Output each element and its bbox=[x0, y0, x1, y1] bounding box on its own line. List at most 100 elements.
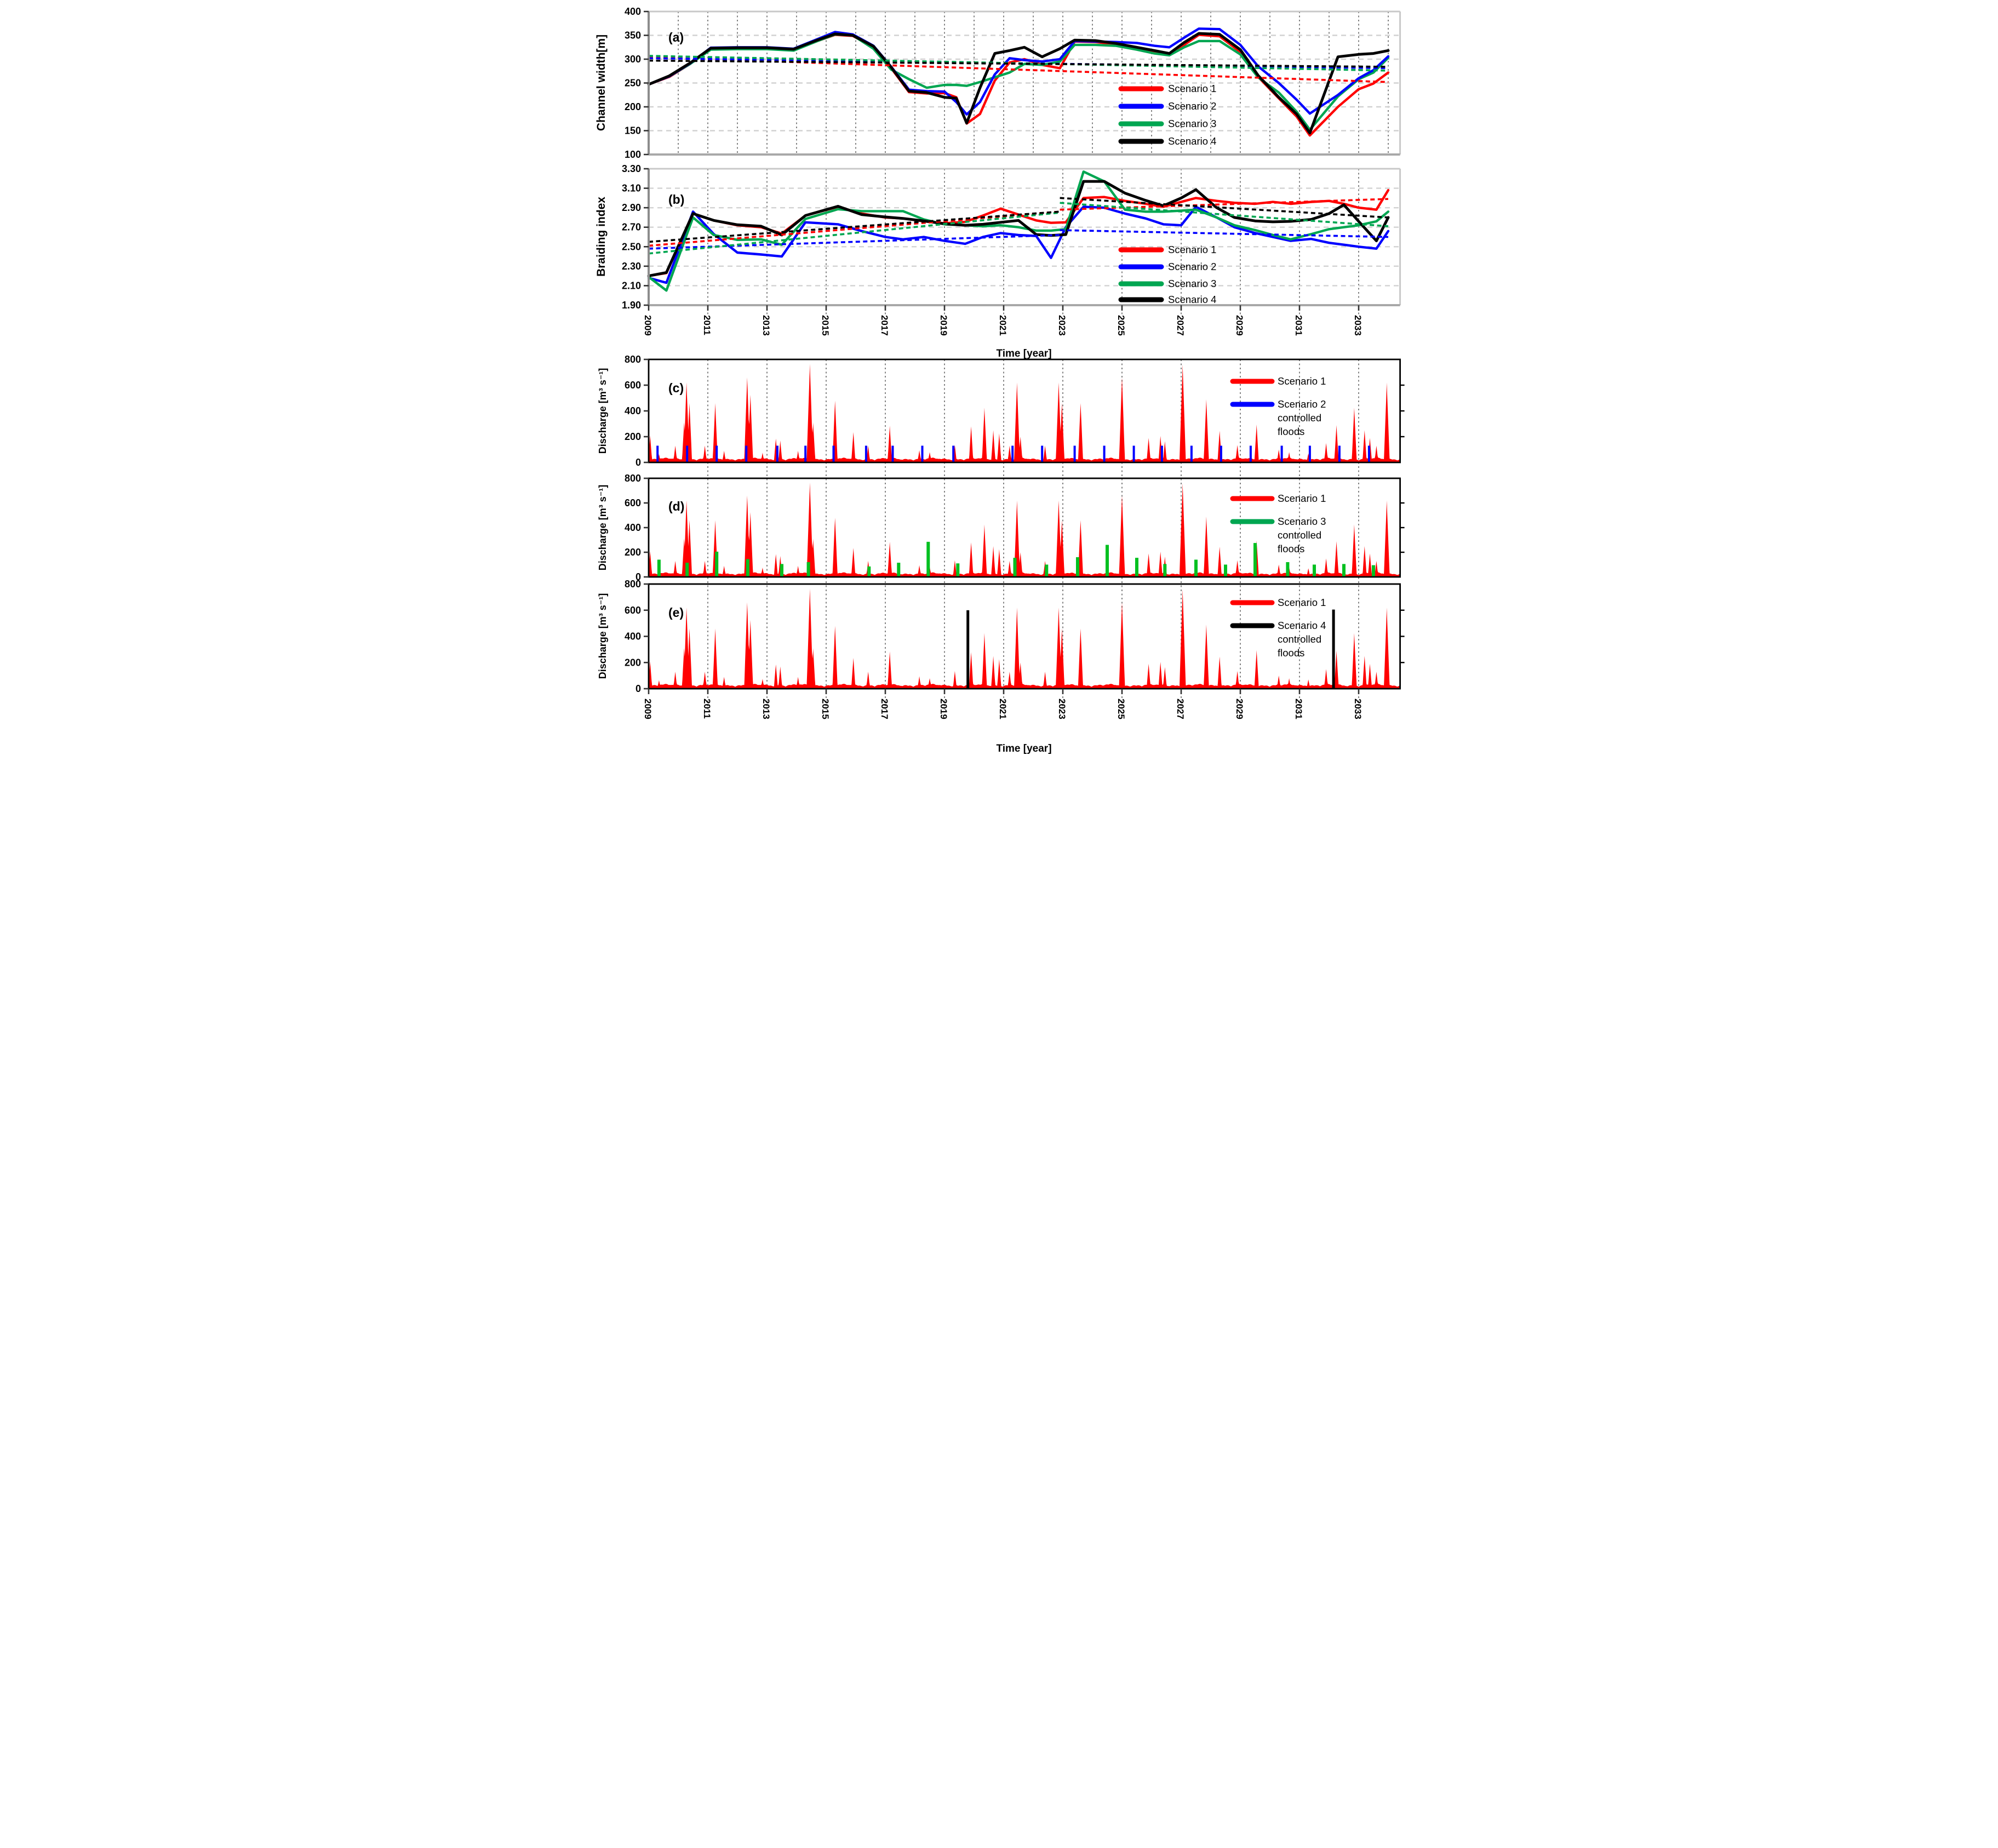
panel-c-legend-label: controlled bbox=[1278, 412, 1321, 424]
panel-c-controlled-flood-bar bbox=[745, 445, 747, 462]
panel-e-letter: (e) bbox=[668, 605, 684, 620]
panel-d-ytick-label: 800 bbox=[624, 473, 640, 484]
panel-b-ytick-label: 3.30 bbox=[621, 163, 640, 174]
panel-a-ytick-label: 350 bbox=[624, 30, 640, 41]
panel-a-ytick-label: 150 bbox=[624, 125, 640, 136]
panel-c-controlled-flood-bar bbox=[921, 445, 923, 462]
panel-b-legend-label: Scenario 3 bbox=[1168, 278, 1216, 289]
time-axis-label-lower: Time [year] bbox=[996, 743, 1051, 754]
panel-c-controlled-flood-bar bbox=[1011, 445, 1014, 462]
panel-b-trend-scenario-3-trend bbox=[648, 211, 1060, 255]
panel-d-controlled-flood-bar bbox=[714, 551, 718, 577]
panel-a-ytick-label: 100 bbox=[624, 149, 640, 160]
panel-c-ylabel: Discharge [m³ s⁻¹] bbox=[597, 368, 608, 454]
panel-d-controlled-flood-bar bbox=[1013, 558, 1016, 577]
panel-c-ytick-label: 600 bbox=[624, 380, 640, 391]
panel-c-controlled-flood-bar bbox=[1220, 445, 1222, 462]
panel-e-legend-label: controlled bbox=[1278, 633, 1321, 645]
panel-c-ytick-label: 800 bbox=[624, 354, 640, 365]
panel-c-ytick-label: 400 bbox=[624, 405, 640, 416]
panel-b-ylabel: Braiding index bbox=[595, 197, 608, 277]
scenario-comparison-chart: 100 150 200 250 300 350 400 1.90 2.10 2.30 2.50 2.7… bbox=[595, 6, 1405, 754]
panel-b-legend-label: Scenario 4 bbox=[1168, 294, 1216, 305]
panel-d-legend-label: Scenario 1 bbox=[1278, 493, 1326, 504]
panel-d-controlled-flood-bar bbox=[1223, 564, 1227, 577]
panel-d-ytick-label: 200 bbox=[624, 547, 640, 558]
panel-d-letter: (d) bbox=[668, 499, 684, 513]
panel-a-legend-label: Scenario 2 bbox=[1168, 100, 1216, 112]
panel-c-scenario1-hydrograph bbox=[648, 364, 1400, 462]
panel-c-legend-label: Scenario 1 bbox=[1278, 375, 1326, 387]
upper-axis-xtick-label: 2025 bbox=[1116, 315, 1126, 336]
panel-c-controlled-flood-bar bbox=[1040, 445, 1043, 462]
lower-axis-xtick-label: 2009 bbox=[643, 699, 653, 719]
panel-d-scenario1-hydrograph bbox=[648, 482, 1400, 577]
panel-d-controlled-flood-bar bbox=[896, 563, 900, 577]
panel-d-controlled-flood-bar bbox=[1163, 564, 1166, 577]
panel-d-controlled-flood-bar bbox=[926, 541, 930, 577]
lower-axis-xtick-label: 2019 bbox=[938, 699, 949, 719]
panel-c-legend-label: floods bbox=[1278, 426, 1304, 437]
panel-c-letter: (c) bbox=[668, 381, 684, 395]
panel-d-controlled-flood-bar bbox=[746, 559, 749, 577]
panel-d-controlled-flood-bar bbox=[1075, 557, 1079, 577]
panel-a-line-scenario-2 bbox=[647, 27, 1389, 116]
panel-b-line-scenario-3 bbox=[647, 170, 1389, 292]
panel-a-ytick-label: 250 bbox=[624, 78, 640, 89]
panel-c-controlled-flood-bar bbox=[776, 445, 778, 462]
panel-c-controlled-flood-bar bbox=[865, 445, 867, 462]
panel-b-ytick-label: 2.90 bbox=[621, 202, 640, 213]
panel-b-legend-label: Scenario 1 bbox=[1168, 244, 1216, 255]
upper-axis-xtick-label: 2019 bbox=[938, 315, 949, 336]
panel-d-controlled-flood-bar bbox=[867, 566, 871, 577]
panel-b-trend-scenario-4-trend bbox=[1059, 197, 1388, 219]
panel-d-legend-label: controlled bbox=[1278, 529, 1321, 541]
lower-axis-xtick-label: 2023 bbox=[1057, 699, 1067, 719]
panel-c-controlled-flood-bar bbox=[1308, 445, 1311, 462]
lower-axis-xtick-label: 2029 bbox=[1234, 699, 1245, 719]
panel-c-controlled-flood-bar bbox=[832, 445, 834, 462]
panel-b-trend-scenario-1-trend bbox=[1060, 198, 1388, 211]
upper-axis-xtick-label: 2013 bbox=[761, 315, 771, 336]
lower-axis-xtick-label: 2013 bbox=[761, 699, 771, 719]
panel-d-controlled-flood-bar bbox=[806, 562, 810, 577]
panel-a-ytick-label: 300 bbox=[624, 54, 640, 65]
upper-axis-xtick-label: 2017 bbox=[879, 315, 890, 336]
panel-a-line-scenario-4 bbox=[647, 32, 1389, 135]
panel-c-controlled-flood-bar bbox=[656, 445, 659, 462]
series-layer bbox=[647, 27, 1400, 689]
panel-d-controlled-flood-bar bbox=[1342, 564, 1346, 577]
panel-a-legend-label: Scenario 4 bbox=[1168, 135, 1216, 147]
figure-container: 100 150 200 250 300 350 400 1.90 2.10 2.30 2.50 2.7… bbox=[588, 0, 1410, 762]
panel-b-ytick-label: 2.10 bbox=[621, 280, 640, 291]
panel-e-scenario1-hydrograph bbox=[648, 588, 1400, 689]
upper-axis-xtick-label: 2015 bbox=[820, 315, 831, 336]
panel-e-ylabel: Discharge [m³ s⁻¹] bbox=[597, 593, 608, 679]
panel-b-legend-label: Scenario 2 bbox=[1168, 261, 1216, 272]
legends-layer: Scenario 1 Scenario 2 Scenario 3 Scenario 4… bbox=[1118, 83, 1326, 659]
panel-d-controlled-flood-bar bbox=[1105, 545, 1109, 577]
panel-d-ytick-label: 0 bbox=[635, 571, 640, 582]
upper-axis-xtick-label: 2023 bbox=[1057, 315, 1067, 336]
lower-axis-xtick-label: 2015 bbox=[820, 699, 831, 719]
panel-e-ytick-label: 200 bbox=[624, 657, 640, 668]
panel-c-controlled-flood-bar bbox=[1280, 445, 1283, 462]
panel-d-controlled-flood-bar bbox=[1312, 564, 1316, 577]
panel-b-trend-scenario-3-trend bbox=[1059, 202, 1388, 227]
lower-axis-xtick-label: 2033 bbox=[1353, 699, 1363, 719]
panel-a-legend-label: Scenario 1 bbox=[1168, 83, 1216, 94]
upper-axis-xtick-label: 2027 bbox=[1175, 315, 1186, 336]
panel-b-trend-scenario-2-trend bbox=[1060, 229, 1388, 238]
panel-e-controlled-flood-bar bbox=[966, 610, 969, 689]
panel-b-ytick-label: 2.70 bbox=[621, 222, 640, 233]
panel-c-controlled-flood-bar bbox=[891, 445, 894, 462]
panel-c-legend-label: Scenario 2 bbox=[1278, 398, 1326, 410]
panel-d-controlled-flood-bar bbox=[955, 563, 959, 577]
upper-axis-xtick-label: 2029 bbox=[1234, 315, 1245, 336]
panel-e-ytick-label: 0 bbox=[635, 683, 640, 694]
panel-e-ytick-label: 800 bbox=[624, 579, 640, 590]
panel-c-controlled-flood-bar bbox=[1103, 445, 1106, 462]
lower-axis-xtick-label: 2027 bbox=[1175, 699, 1186, 719]
panel-d-ytick-label: 600 bbox=[624, 497, 640, 508]
panel-c-controlled-flood-bar bbox=[1073, 445, 1076, 462]
